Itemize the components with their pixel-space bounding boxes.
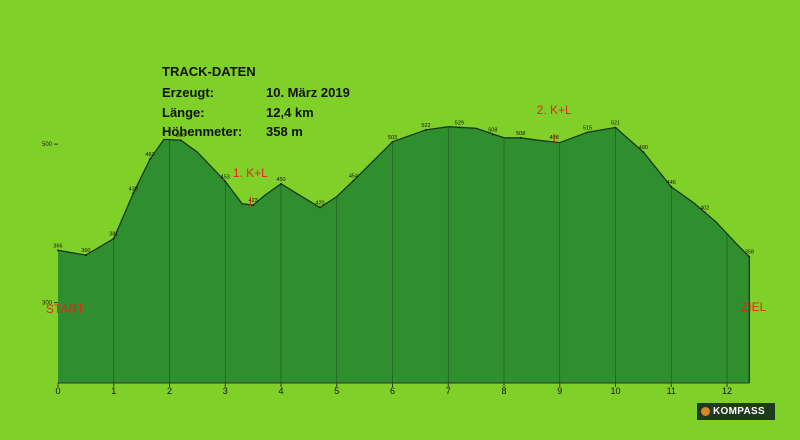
start-label: START [46, 302, 85, 316]
marker-label-1: 2. K+L [537, 103, 572, 117]
info-value-created: 10. März 2019 [266, 85, 350, 101]
point-marker-12 [425, 128, 427, 131]
point-label-3: 438 [129, 186, 138, 192]
point-marker-18 [614, 126, 617, 129]
point-label-1: 360 [81, 248, 90, 254]
point-marker-6 [224, 180, 227, 183]
info-row-length: Länge: 12,4 km [162, 103, 350, 123]
point-marker-15 [519, 136, 522, 139]
kompass-logo: KOMPASS [697, 403, 775, 420]
x-tick-label-11: 11 [667, 386, 676, 396]
info-row-created: Erzeugt: 10. März 2019 [162, 83, 350, 103]
point-marker-5 [179, 139, 182, 142]
point-label-15: 508 [516, 131, 525, 137]
info-row-elevation: Höhenmeter: 358 m [162, 122, 350, 142]
profile-area [58, 126, 750, 383]
point-marker-9 [319, 206, 321, 209]
track-data-title: TRACK-DATEN [162, 64, 256, 79]
point-label-4: 481 [145, 152, 154, 158]
info-value-elevation: 358 m [266, 124, 303, 140]
info-key-elevation: Höhenmeter: [162, 124, 243, 140]
point-marker-1 [84, 254, 87, 256]
point-label-0: 366 [53, 243, 62, 249]
point-marker-3 [132, 192, 135, 195]
end-label: ZIEL [741, 300, 767, 314]
compass-icon [701, 407, 710, 416]
point-label-5: 506 [176, 133, 185, 139]
point-marker-14 [491, 133, 494, 136]
track-data-panel: TRACK-DATEN Erzeugt: 10. März 2019 Länge… [162, 64, 350, 142]
point-marker-2 [112, 237, 115, 240]
point-label-18: 521 [611, 121, 620, 127]
point-label-6: 453 [221, 174, 230, 180]
point-label-10: 454 [349, 174, 358, 180]
point-marker-13 [458, 126, 461, 129]
point-label-17: 515 [583, 125, 592, 131]
point-label-12: 522 [421, 123, 430, 129]
y-tick-label-4: 300 [42, 301, 53, 307]
x-tick-label-2: 2 [167, 386, 172, 396]
logo-text: KOMPASS [713, 406, 765, 417]
x-tick-label-12: 12 [722, 386, 732, 396]
point-label-8: 450 [276, 177, 285, 183]
point-label-21: 402 [700, 205, 709, 211]
x-tick-label-4: 4 [278, 386, 283, 396]
point-marker-20 [670, 186, 673, 188]
point-label-20: 446 [667, 180, 676, 186]
point-label-2: 381 [109, 231, 118, 237]
point-label-7: 423 [249, 198, 258, 204]
x-tick-label-5: 5 [334, 386, 339, 396]
x-tick-label-1: 1 [111, 386, 116, 396]
x-tick-label-7: 7 [446, 386, 451, 396]
point-label-11: 503 [388, 135, 397, 141]
info-value-length: 12,4 km [266, 104, 314, 120]
point-marker-7 [252, 204, 255, 207]
x-tick-label-6: 6 [390, 386, 395, 396]
point-marker-0 [57, 249, 59, 252]
y-tick-label-3: 500 [42, 142, 53, 148]
point-label-19: 490 [639, 145, 648, 151]
point-label-9: 420 [315, 201, 324, 207]
info-key-created: Erzeugt: [162, 85, 214, 101]
x-tick-label-3: 3 [223, 386, 228, 396]
point-marker-21 [703, 211, 706, 214]
point-marker-22 [748, 255, 751, 258]
point-label-22: 358 [745, 250, 754, 256]
point-marker-8 [280, 182, 282, 185]
point-label-13: 529 [455, 121, 464, 127]
marker-label-0: 1. K+L [233, 166, 268, 180]
point-marker-4 [149, 158, 151, 161]
point-label-14: 508 [488, 128, 497, 134]
x-tick-label-0: 0 [55, 386, 60, 396]
point-marker-17 [586, 131, 589, 134]
point-marker-19 [642, 151, 645, 153]
point-marker-10 [352, 179, 355, 182]
x-tick-label-10: 10 [610, 386, 620, 396]
x-tick-label-8: 8 [501, 386, 506, 396]
point-marker-11 [391, 140, 394, 143]
x-tick-label-9: 9 [557, 386, 562, 396]
info-key-length: Länge: [162, 104, 205, 120]
